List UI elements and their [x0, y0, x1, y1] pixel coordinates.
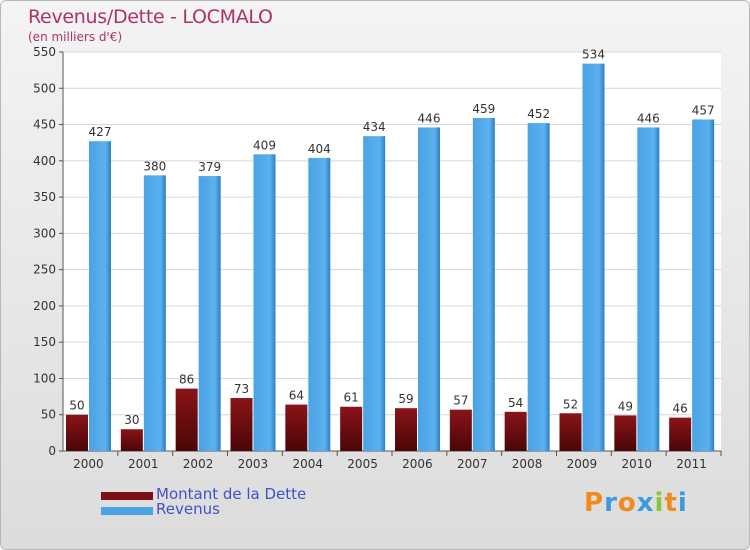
- data-label-debt-2000: 50: [69, 399, 84, 413]
- x-tick-label: 2011: [676, 457, 707, 471]
- bar-revenue-2004: [308, 157, 331, 451]
- data-label-debt-2008: 54: [508, 396, 523, 410]
- data-label-revenue-2011: 457: [692, 103, 715, 117]
- bar-debt-2007: [449, 409, 472, 451]
- bar-revenue-2001: [143, 175, 166, 451]
- logo-letter: i: [677, 488, 688, 518]
- bar-debt-2006: [395, 408, 417, 451]
- chart-subtitle: (en milliers d'€): [28, 30, 123, 44]
- legend-swatch-revenue: [101, 507, 153, 515]
- bar-revenue-2003: [253, 154, 276, 451]
- data-label-revenue-2005: 434: [363, 120, 386, 134]
- data-label-debt-2011: 46: [673, 402, 688, 416]
- y-tick-label: 100: [33, 371, 56, 385]
- bar-debt-2008: [504, 411, 527, 451]
- bar-debt-2009: [559, 413, 582, 451]
- logo-letter: x: [636, 488, 655, 518]
- x-tick-label: 2008: [512, 457, 543, 471]
- bar-revenue-2011: [692, 119, 715, 451]
- data-label-revenue-2009: 534: [582, 48, 605, 62]
- x-tick-label: 2006: [402, 457, 433, 471]
- y-tick-label: 400: [33, 154, 56, 168]
- bar-revenue-2000: [89, 141, 111, 452]
- y-tick-label: 500: [33, 81, 56, 95]
- proxiti-logo: Proxiti: [584, 488, 688, 518]
- y-tick-label: 550: [33, 45, 56, 59]
- x-tick-label: 2004: [292, 457, 323, 471]
- y-tick-label: 250: [33, 263, 56, 277]
- bar-debt-2010: [614, 415, 637, 451]
- bar-debt-2002: [175, 388, 198, 451]
- data-label-revenue-2006: 446: [418, 111, 441, 125]
- x-tick-label: 2009: [567, 457, 598, 471]
- y-tick-label: 0: [48, 444, 56, 458]
- bar-debt-2004: [285, 404, 308, 451]
- logo-letter: o: [617, 488, 637, 518]
- bar-revenue-2010: [637, 127, 660, 452]
- bar-revenue-2008: [527, 123, 550, 451]
- data-label-debt-2004: 64: [289, 389, 304, 403]
- x-tick-label: 2002: [183, 457, 214, 471]
- y-tick-label: 450: [33, 118, 56, 132]
- y-tick-label: 150: [33, 335, 56, 349]
- data-label-revenue-2010: 446: [637, 111, 660, 125]
- logo-letter: t: [664, 488, 678, 518]
- x-tick-label: 2005: [347, 457, 378, 471]
- x-tick-label: 2000: [73, 457, 104, 471]
- data-label-debt-2002: 86: [179, 373, 194, 387]
- data-label-revenue-2001: 380: [143, 159, 166, 173]
- bar-debt-2000: [66, 414, 88, 451]
- y-tick-label: 350: [33, 190, 56, 204]
- data-label-debt-2010: 49: [618, 399, 633, 413]
- data-label-revenue-2000: 427: [89, 125, 112, 139]
- data-label-debt-2003: 73: [234, 382, 249, 396]
- plot-area: [63, 52, 721, 451]
- data-label-revenue-2007: 459: [472, 102, 495, 116]
- data-label-revenue-2004: 404: [308, 142, 331, 156]
- data-label-revenue-2003: 409: [253, 138, 276, 152]
- bar-debt-2003: [230, 398, 253, 451]
- x-tick-label: 2007: [457, 457, 488, 471]
- data-label-debt-2007: 57: [453, 394, 468, 408]
- bar-revenue-2005: [363, 136, 386, 452]
- chart-title: Revenus/Dette - LOCMALO: [28, 6, 273, 28]
- data-label-debt-2006: 59: [398, 392, 413, 406]
- legend-label-debt: Montant de la Dette: [156, 485, 307, 503]
- bar-revenue-2007: [472, 118, 495, 452]
- x-tick-label: 2001: [128, 457, 159, 471]
- bar-debt-2011: [669, 417, 692, 451]
- data-label-revenue-2008: 452: [527, 107, 550, 121]
- bar-revenue-2002: [198, 176, 221, 451]
- y-tick-label: 50: [41, 408, 56, 422]
- data-label-revenue-2002: 379: [198, 160, 221, 174]
- bar-debt-2001: [120, 429, 143, 451]
- logo-letter: i: [654, 488, 665, 518]
- data-label-debt-2001: 30: [124, 413, 139, 427]
- legend-label-revenue: Revenus: [156, 500, 220, 518]
- logo-letter: r: [604, 488, 618, 518]
- x-tick-label: 2010: [621, 457, 652, 471]
- data-label-debt-2009: 52: [563, 397, 578, 411]
- bar-debt-2005: [340, 406, 363, 451]
- x-tick-label: 2003: [238, 457, 269, 471]
- bar-revenue-2006: [418, 127, 440, 452]
- legend-swatch-debt: [101, 492, 153, 500]
- y-tick-label: 300: [33, 226, 56, 240]
- y-tick-label: 200: [33, 299, 56, 313]
- bar-revenue-2009: [582, 63, 605, 452]
- data-label-debt-2005: 61: [344, 391, 359, 405]
- logo-letter: P: [584, 488, 605, 518]
